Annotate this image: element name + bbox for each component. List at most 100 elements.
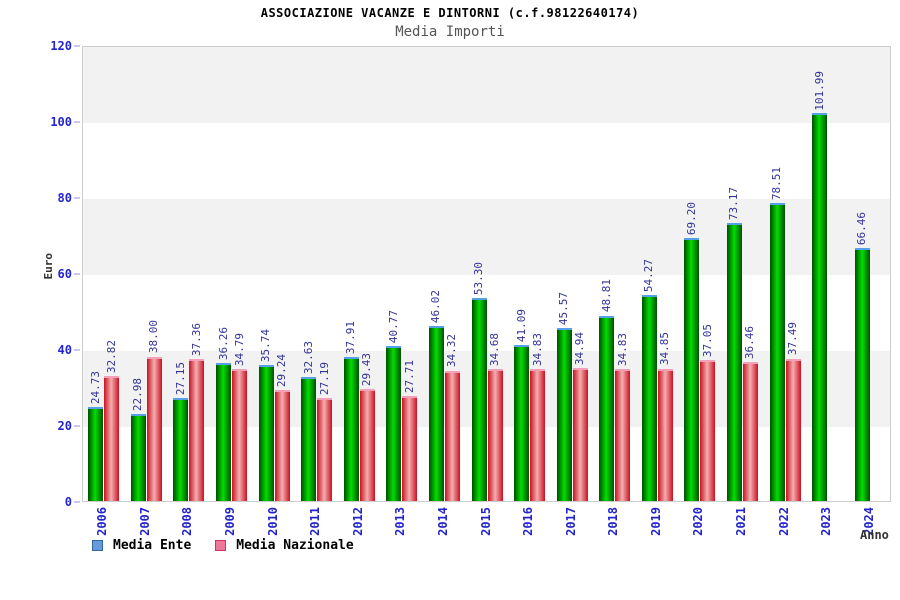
y-tick-mark	[74, 349, 80, 351]
legend-label-media-nazionale: Media Nazionale	[236, 538, 354, 553]
bar-value-label: 48.81	[599, 279, 613, 313]
bar-media-nazionale-2007	[146, 356, 162, 501]
bar-value-label: 34.83	[615, 332, 629, 366]
y-tick-label: 80	[57, 191, 72, 205]
bar-value-label: 37.91	[344, 320, 358, 354]
y-tick-label: 120	[50, 39, 72, 53]
bar-media-nazionale-2008	[189, 359, 205, 501]
chart-subtitle: Media Importi	[395, 24, 505, 40]
y-tick-mark	[74, 273, 80, 275]
x-tick-label-2009: 2009	[223, 507, 238, 536]
x-tick-label-2012: 2012	[350, 507, 365, 536]
bar-media-ente-2007	[130, 413, 146, 501]
bar-media-nazionale-2009	[232, 368, 248, 501]
bar-media-nazionale-2017	[572, 368, 588, 501]
bar-media-ente-2013	[386, 346, 402, 501]
bar-media-nazionale-2010	[274, 389, 290, 501]
bar-value-label: 37.49	[786, 322, 800, 356]
bar-media-ente-2012	[343, 356, 359, 501]
x-tick-label-2019: 2019	[648, 507, 663, 536]
bar-value-label: 34.79	[232, 332, 246, 366]
bar-media-ente-2017	[556, 327, 572, 501]
bar-media-ente-2024	[854, 248, 870, 501]
bar-value-label: 27.15	[173, 361, 187, 395]
bar-value-label: 22.98	[131, 377, 145, 411]
bar-value-label: 34.32	[445, 334, 459, 368]
legend-label-media-ente: Media Ente	[113, 538, 192, 553]
bar-value-label: 45.57	[557, 291, 571, 325]
x-tick-label-2018: 2018	[606, 507, 621, 536]
bar-media-ente-2018	[599, 315, 615, 501]
x-tick-label-2022: 2022	[776, 507, 791, 536]
bar-media-nazionale-2006	[104, 376, 120, 501]
bar-value-label: 27.71	[402, 359, 416, 393]
y-tick-label: 40	[57, 343, 72, 357]
y-tick-label: 0	[64, 495, 72, 509]
bar-media-ente-2023	[812, 113, 828, 501]
plot-area: 24.73 32.82 22.98 38.00 27.15 37.36 36.26 34.79…	[82, 46, 891, 502]
bar-value-label: 34.68	[488, 333, 501, 367]
x-tick-label-2007: 2007	[137, 507, 152, 536]
y-tick-mark	[74, 425, 80, 427]
bar-value-label: 38.00	[147, 320, 161, 354]
y-tick-label: 60	[57, 267, 72, 281]
x-tick-label-2015: 2015	[478, 507, 493, 536]
x-axis-title: Anno	[860, 528, 889, 542]
y-tick-label: 100	[50, 115, 72, 129]
x-tick-label-2011: 2011	[308, 507, 323, 536]
bar-media-nazionale-2013	[402, 395, 418, 501]
bar-media-ente-2011	[301, 377, 317, 501]
y-tick-mark	[74, 121, 80, 123]
y-tick-mark	[74, 501, 80, 503]
legend-swatch-media-nazionale-icon	[215, 540, 227, 551]
bar-value-label: 34.94	[573, 332, 587, 366]
x-tick-label-2021: 2021	[733, 507, 748, 536]
x-tick-label-2008: 2008	[180, 507, 195, 536]
x-tick-label-2017: 2017	[563, 507, 578, 536]
bar-media-ente-2016	[514, 344, 530, 501]
legend-swatch-media-ente-icon	[92, 540, 103, 551]
bar-value-label: 41.09	[514, 308, 528, 342]
bar-value-label: 34.83	[530, 332, 544, 366]
bar-media-ente-2015	[471, 298, 487, 501]
bar-value-label: 36.26	[216, 327, 230, 361]
y-tick-mark	[74, 197, 80, 199]
bar-value-label: 35.74	[259, 329, 273, 363]
bar-media-ente-2022	[769, 202, 785, 501]
bar-media-ente-2014	[428, 326, 444, 501]
bar-media-nazionale-2015	[487, 369, 503, 501]
x-tick-label-2006: 2006	[95, 507, 110, 536]
bar-value-label: 32.63	[301, 340, 315, 375]
bar-media-nazionale-2022	[785, 358, 801, 501]
bar-value-label: 101.99	[812, 70, 826, 111]
bar-media-nazionale-2020	[700, 360, 716, 501]
bar-value-label: 32.82	[104, 340, 118, 374]
bar-media-ente-2010	[258, 365, 274, 501]
bar-media-nazionale-2018	[615, 368, 631, 501]
x-tick-label-2016: 2016	[521, 507, 536, 536]
x-tick-label-2023: 2023	[819, 507, 834, 536]
x-tick-label-2014: 2014	[435, 507, 450, 536]
bar-value-label: 29.24	[275, 353, 289, 387]
x-tick-label-2020: 2020	[691, 507, 706, 536]
legend: Media Ente Media Nazionale	[92, 538, 378, 553]
bar-media-nazionale-2014	[444, 370, 460, 501]
chart-title: ASSOCIAZIONE VACANZE E DINTORNI (c.f.981…	[260, 6, 640, 20]
bar-media-nazionale-2011	[317, 397, 333, 501]
bar-value-label: 29.43	[360, 353, 374, 387]
bar-media-ente-2021	[726, 222, 742, 501]
bar-value-label: 53.30	[472, 262, 485, 296]
bar-media-ente-2006	[88, 407, 104, 501]
y-tick-label: 20	[57, 419, 72, 433]
bar-value-label: 24.73	[88, 370, 102, 405]
bar-value-label: 36.46	[743, 326, 757, 360]
bar-value-label: 78.51	[770, 166, 784, 200]
bar-media-nazionale-2016	[530, 368, 546, 501]
bar-value-label: 69.20	[684, 201, 698, 236]
x-tick-label-2010: 2010	[265, 507, 280, 536]
bar-value-label: 66.46	[855, 212, 869, 246]
bar-media-ente-2020	[684, 238, 700, 501]
bar-value-label: 54.27	[642, 258, 656, 292]
bar-value-label: 37.36	[189, 322, 203, 357]
